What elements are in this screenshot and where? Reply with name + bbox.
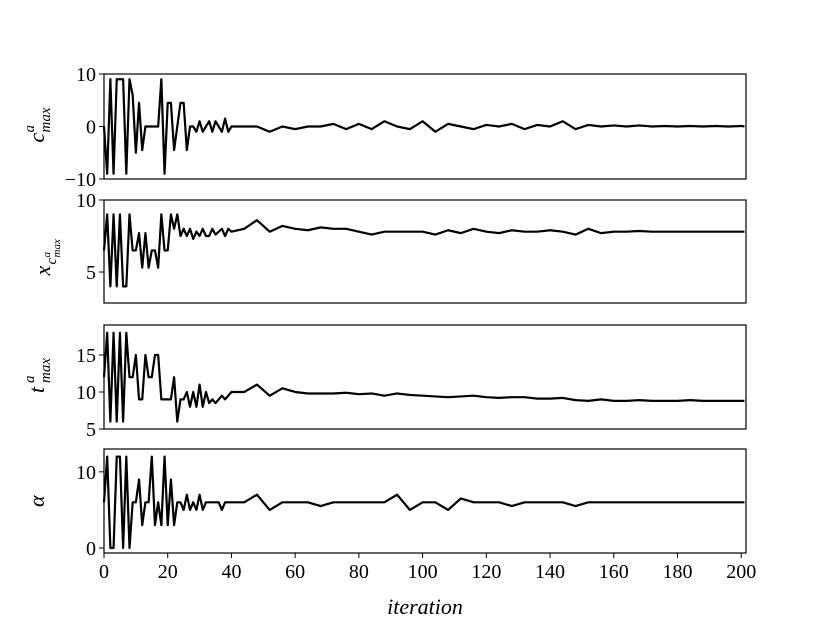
y-tick-label: 5 bbox=[86, 262, 96, 284]
y-axis-label: ca max bbox=[22, 107, 54, 142]
y-tick-label: 10 bbox=[76, 382, 96, 404]
x-tick-label: 200 bbox=[726, 561, 756, 583]
x-tick-label: 100 bbox=[408, 561, 438, 583]
x-tick-label: 0 bbox=[99, 561, 109, 583]
y-tick-label: 10 bbox=[76, 190, 96, 212]
x-tick-label: 160 bbox=[599, 561, 629, 583]
y-label-base: t bbox=[24, 386, 49, 393]
x-tick-label: 140 bbox=[535, 561, 565, 583]
plot-frame bbox=[103, 199, 747, 304]
y-label-base: x bbox=[30, 266, 55, 277]
y-label-sub: c bbox=[44, 258, 60, 265]
x-tick-label: 60 bbox=[285, 561, 305, 583]
x-tick-label: 20 bbox=[158, 561, 178, 583]
y-tick-label: 10 bbox=[76, 462, 96, 484]
y-label-sup: a bbox=[22, 376, 38, 384]
x-tick-label: 120 bbox=[471, 561, 501, 583]
y-tick-label: 5 bbox=[86, 419, 96, 441]
series-line bbox=[102, 213, 745, 288]
y-label-sub: max bbox=[38, 107, 54, 132]
y-axis-label: ta max bbox=[22, 358, 54, 393]
x-tick-label: 80 bbox=[349, 561, 369, 583]
y-tick-label: 0 bbox=[86, 538, 96, 560]
y-tick-label: 0 bbox=[86, 117, 96, 139]
y-label-base: c bbox=[24, 133, 49, 143]
y-label-sup: a bbox=[22, 125, 38, 133]
x-tick-label: 40 bbox=[221, 561, 241, 583]
series-line bbox=[102, 78, 745, 175]
y-axis-label: α bbox=[24, 495, 49, 507]
y-label-base: α bbox=[24, 495, 49, 507]
series-line bbox=[102, 331, 745, 423]
y-label-sub: max bbox=[38, 358, 54, 383]
y-label-subsup: a bbox=[41, 252, 53, 258]
x-tick-label: 180 bbox=[662, 561, 692, 583]
y-tick-label: 10 bbox=[76, 64, 96, 86]
series-line bbox=[102, 455, 745, 550]
y-tick-label: −10 bbox=[65, 169, 96, 191]
plot-frame bbox=[103, 324, 747, 430]
y-label-subsub: max bbox=[51, 239, 63, 257]
y-tick-label: 15 bbox=[76, 345, 96, 367]
x-axis-label: iteration bbox=[387, 594, 463, 619]
